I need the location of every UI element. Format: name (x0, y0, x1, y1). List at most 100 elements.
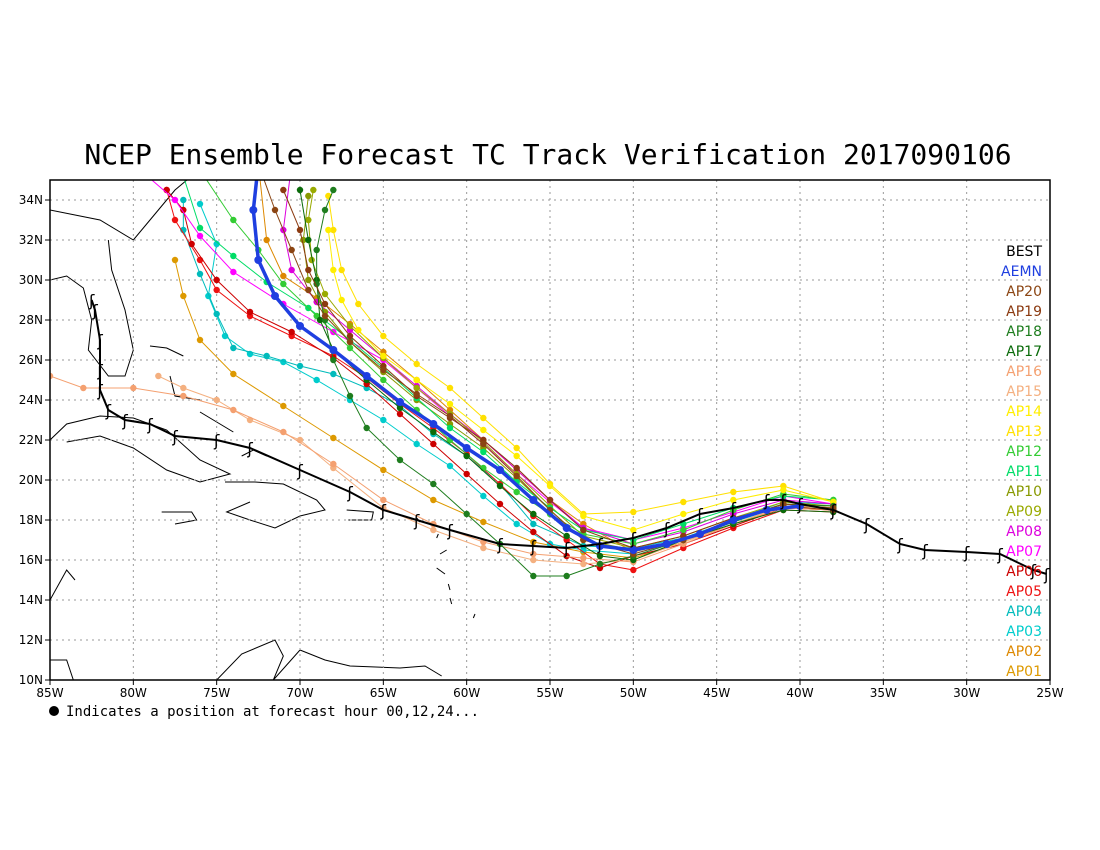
track-line-aemn (251, 180, 801, 552)
track-point-ap04 (330, 370, 337, 378)
track-line-ap07 (151, 180, 834, 541)
track-line-ap06 (166, 189, 834, 569)
track-point-ap01 (196, 336, 204, 344)
track-point-ap16 (80, 384, 87, 392)
track-point-ap14 (630, 526, 637, 534)
track-point-ap19 (546, 496, 554, 504)
hurricane-symbol-icon: ʃ (146, 415, 153, 434)
track-point-ap20 (480, 440, 487, 448)
track-point-ap11 (446, 424, 454, 432)
track-point-ap03 (313, 376, 320, 384)
track-point-ap06 (463, 470, 470, 478)
legend-item-aemn: AEMN (1001, 264, 1042, 280)
hurricane-symbol-icon: ʃ (863, 515, 870, 534)
hurricane-symbol-icon: ʃ (896, 535, 903, 554)
track-point-ap14 (413, 376, 420, 384)
track-point-ap19 (513, 464, 520, 472)
track-point-ap16 (530, 550, 537, 558)
track-point-ap13 (480, 414, 487, 422)
legend-item-best: BEST (1006, 244, 1042, 260)
track-point-ap11 (196, 224, 204, 232)
track-point-ap20 (413, 390, 420, 398)
x-tick-label: 35W (870, 686, 897, 700)
legend-item-ap06: AP06 (1006, 564, 1042, 580)
track-point-ap11 (230, 252, 237, 260)
hurricane-symbol-icon: ʃ (696, 505, 703, 524)
track-point-ap01 (430, 496, 437, 504)
track-point-ap13 (330, 226, 337, 234)
track-point-ap18 (563, 572, 570, 580)
hurricane-symbol-icon: ʃ (763, 491, 770, 510)
grid-lines (50, 180, 1050, 680)
x-tick-label: 60W (453, 686, 480, 700)
track-point-ap13 (513, 444, 520, 452)
hurricane-symbol-icon: ʃ (296, 461, 303, 480)
track-point-ap17 (296, 186, 304, 194)
track-point-ap12 (280, 280, 287, 288)
hurricane-symbol-icon: ʃ (213, 431, 220, 450)
track-point-ap03 (213, 240, 220, 248)
track-point-ap09 (310, 186, 317, 194)
y-tick-label: 14N (19, 593, 43, 607)
track-point-ap16 (330, 460, 337, 468)
track-point-ap12 (680, 526, 687, 534)
legend-item-ap08: AP08 (1006, 524, 1042, 540)
hurricane-symbol-icon: ʃ (830, 501, 837, 520)
track-point-ap09 (305, 216, 312, 224)
basemap-coastlines (50, 180, 476, 680)
track-line-ap12 (206, 180, 834, 545)
hurricane-symbol-icon: ʃ (796, 495, 803, 514)
track-point-ap02 (280, 272, 287, 280)
track-point-ap06 (530, 528, 537, 536)
track-point-ap14 (680, 510, 687, 518)
track-point-ap17 (530, 510, 537, 518)
track-point-ap09 (346, 322, 354, 330)
hurricane-symbol-icon: ʃ (963, 543, 970, 562)
track-point-ap01 (480, 518, 487, 526)
track-point-ap04 (296, 362, 304, 370)
track-point-ap18 (321, 206, 329, 214)
coastline-4 (346, 509, 374, 521)
x-tick-label: 70W (286, 686, 313, 700)
track-point-ap14 (355, 326, 362, 334)
x-tick-label: 40W (786, 686, 813, 700)
track-point-aemn (629, 546, 638, 554)
track-point-ap04 (530, 520, 537, 528)
track-point-aemn (396, 398, 404, 406)
hurricane-symbol-icon: ʃ (780, 491, 787, 510)
track-point-ap16 (130, 384, 137, 392)
track-point-ap13 (355, 300, 362, 308)
legend-item-ap16: AP16 (1006, 364, 1042, 380)
track-point-ap18 (346, 392, 354, 400)
track-point-ap20 (446, 412, 454, 420)
coastline-0 (50, 180, 188, 241)
hurricane-symbol-icon: ʃ (921, 541, 928, 560)
track-point-ap08 (288, 266, 295, 274)
track-point-ap13 (380, 332, 387, 340)
track-point-aemn (249, 206, 258, 214)
coastline-5 (161, 511, 198, 525)
hurricane-symbol-icon: ʃ (563, 539, 570, 558)
track-point-ap19 (296, 226, 304, 234)
coastline-1 (50, 239, 134, 377)
track-ap11 (184, 180, 837, 544)
track-line-ap15 (158, 375, 834, 565)
y-tick-label: 24N (19, 393, 43, 407)
y-tick-label: 18N (19, 513, 43, 527)
track-point-aemn (496, 466, 504, 474)
hurricane-symbol-icon: ʃ (530, 537, 537, 556)
track-point-ap04 (263, 352, 270, 360)
track-point-ap17 (596, 552, 604, 560)
track-line-ap13 (327, 195, 834, 515)
track-line-ap16 (50, 375, 834, 563)
track-point-ap06 (496, 500, 504, 508)
y-tick-label: 30N (19, 273, 43, 287)
track-point-ap13 (413, 360, 420, 368)
hurricane-symbol-icon: ʃ (346, 483, 353, 502)
hurricane-symbol-icon: ʃ (630, 529, 637, 548)
track-point-ap10 (305, 276, 312, 284)
track-point-ap19 (280, 186, 287, 194)
x-tick-label: 65W (370, 686, 397, 700)
track-point-ap14 (513, 452, 520, 460)
